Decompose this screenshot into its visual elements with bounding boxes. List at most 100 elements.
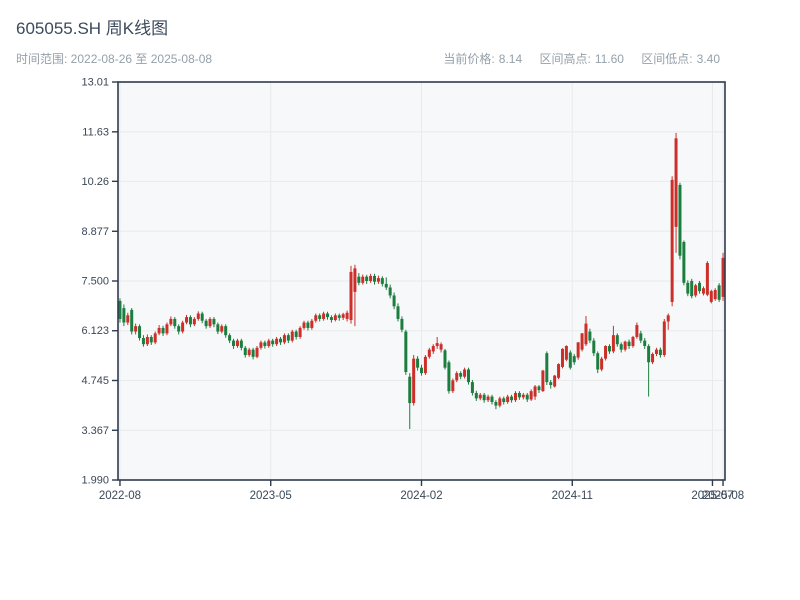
candle-body xyxy=(286,335,290,341)
candle-body xyxy=(400,318,404,330)
candle-body xyxy=(627,341,631,347)
candle-body xyxy=(185,317,189,323)
candle-body xyxy=(658,349,662,356)
candle-body xyxy=(549,382,553,386)
candle-body xyxy=(181,322,185,332)
stat-value: 8.14 xyxy=(498,52,523,66)
candle-body xyxy=(267,340,271,347)
candle-body xyxy=(310,320,314,328)
candle-body xyxy=(161,327,165,334)
y-tick-label: 1.990 xyxy=(81,475,109,487)
y-tick-label: 11.63 xyxy=(82,126,109,138)
candle-body xyxy=(259,342,263,348)
candle-body xyxy=(243,347,247,356)
candle-body xyxy=(510,396,514,401)
candle-body xyxy=(478,394,482,399)
candle-body xyxy=(498,398,502,406)
candle-body xyxy=(208,318,212,327)
candle-body xyxy=(709,291,713,302)
candle-body xyxy=(533,386,537,397)
x-tick-label: 2025-08 xyxy=(702,490,744,502)
candle-body xyxy=(279,338,283,343)
candle-body xyxy=(290,331,294,341)
candle-body xyxy=(228,335,232,341)
candle-body xyxy=(341,314,345,318)
candle-body xyxy=(145,336,149,345)
candle-body xyxy=(572,356,576,363)
candle-body xyxy=(611,335,615,352)
candle-body xyxy=(470,382,474,393)
candle-body xyxy=(130,309,134,332)
x-tick-label: 2024-11 xyxy=(552,490,593,502)
candle-body xyxy=(674,138,678,227)
candle-body xyxy=(314,315,318,321)
y-tick-label: 3.367 xyxy=(81,425,109,437)
candle-body xyxy=(149,336,153,343)
candle-body xyxy=(337,315,341,318)
candle-body xyxy=(412,358,416,404)
candle-body xyxy=(177,326,181,332)
candle-body xyxy=(271,340,275,345)
candle-body xyxy=(275,338,279,345)
candle-body xyxy=(678,184,682,256)
candle-body xyxy=(568,352,572,368)
candle-body xyxy=(388,287,392,296)
candle-body xyxy=(698,282,702,292)
stat-range-low: 区间低点: 3.40 xyxy=(641,52,720,66)
candle-body xyxy=(439,344,443,350)
candle-body xyxy=(294,331,298,337)
candle-body xyxy=(196,313,200,319)
candle-body xyxy=(416,358,420,368)
candle-body xyxy=(141,338,145,345)
candle-body xyxy=(592,340,596,354)
candle-body xyxy=(463,369,467,377)
candle-body xyxy=(482,394,486,401)
y-tick-label: 13.01 xyxy=(81,77,109,89)
candle-body xyxy=(486,396,490,401)
candle-body xyxy=(529,391,533,400)
candle-body xyxy=(443,350,447,368)
candle-body xyxy=(717,285,721,300)
candle-body xyxy=(721,257,725,297)
candle-body xyxy=(713,290,717,300)
candle-body xyxy=(345,312,349,319)
candle-body xyxy=(122,308,126,323)
candle-body xyxy=(651,353,655,363)
candle-body xyxy=(200,313,204,321)
candle-body xyxy=(157,327,161,334)
candle-body xyxy=(126,315,130,323)
candle-body xyxy=(435,343,439,347)
y-tick-label: 6.123 xyxy=(81,325,109,337)
candle-body xyxy=(502,398,506,402)
candle-body xyxy=(506,396,510,402)
candle-body xyxy=(604,346,608,359)
candle-body xyxy=(396,306,400,319)
candle-body xyxy=(369,275,373,281)
price-stats: 当前价格: 8.14 区间高点: 11.60 区间低点: 3.40 xyxy=(443,50,720,67)
x-tick-label: 2023-05 xyxy=(250,490,292,502)
x-tick-label: 2022-08 xyxy=(99,490,141,502)
candle-body xyxy=(138,326,142,339)
y-tick-label: 8.877 xyxy=(81,226,109,238)
candle-body xyxy=(326,313,330,318)
candle-body xyxy=(232,340,236,347)
candle-body xyxy=(635,325,639,337)
candle-body xyxy=(247,349,251,356)
candle-body xyxy=(588,331,592,341)
candle-body xyxy=(118,300,122,319)
candle-body xyxy=(451,380,455,392)
candle-body xyxy=(353,268,357,292)
time-range-label: 时间范围: 2022-08-26 至 2025-08-08 xyxy=(16,52,213,66)
candle-body xyxy=(220,326,224,332)
candle-body xyxy=(494,401,498,406)
stat-label: 区间低点: xyxy=(641,52,693,66)
candle-body xyxy=(173,318,177,327)
candle-body xyxy=(541,370,545,392)
candle-body xyxy=(600,358,604,370)
candle-body xyxy=(427,349,431,357)
candle-body xyxy=(212,318,216,325)
candle-body xyxy=(224,326,228,336)
candle-body xyxy=(560,348,564,367)
